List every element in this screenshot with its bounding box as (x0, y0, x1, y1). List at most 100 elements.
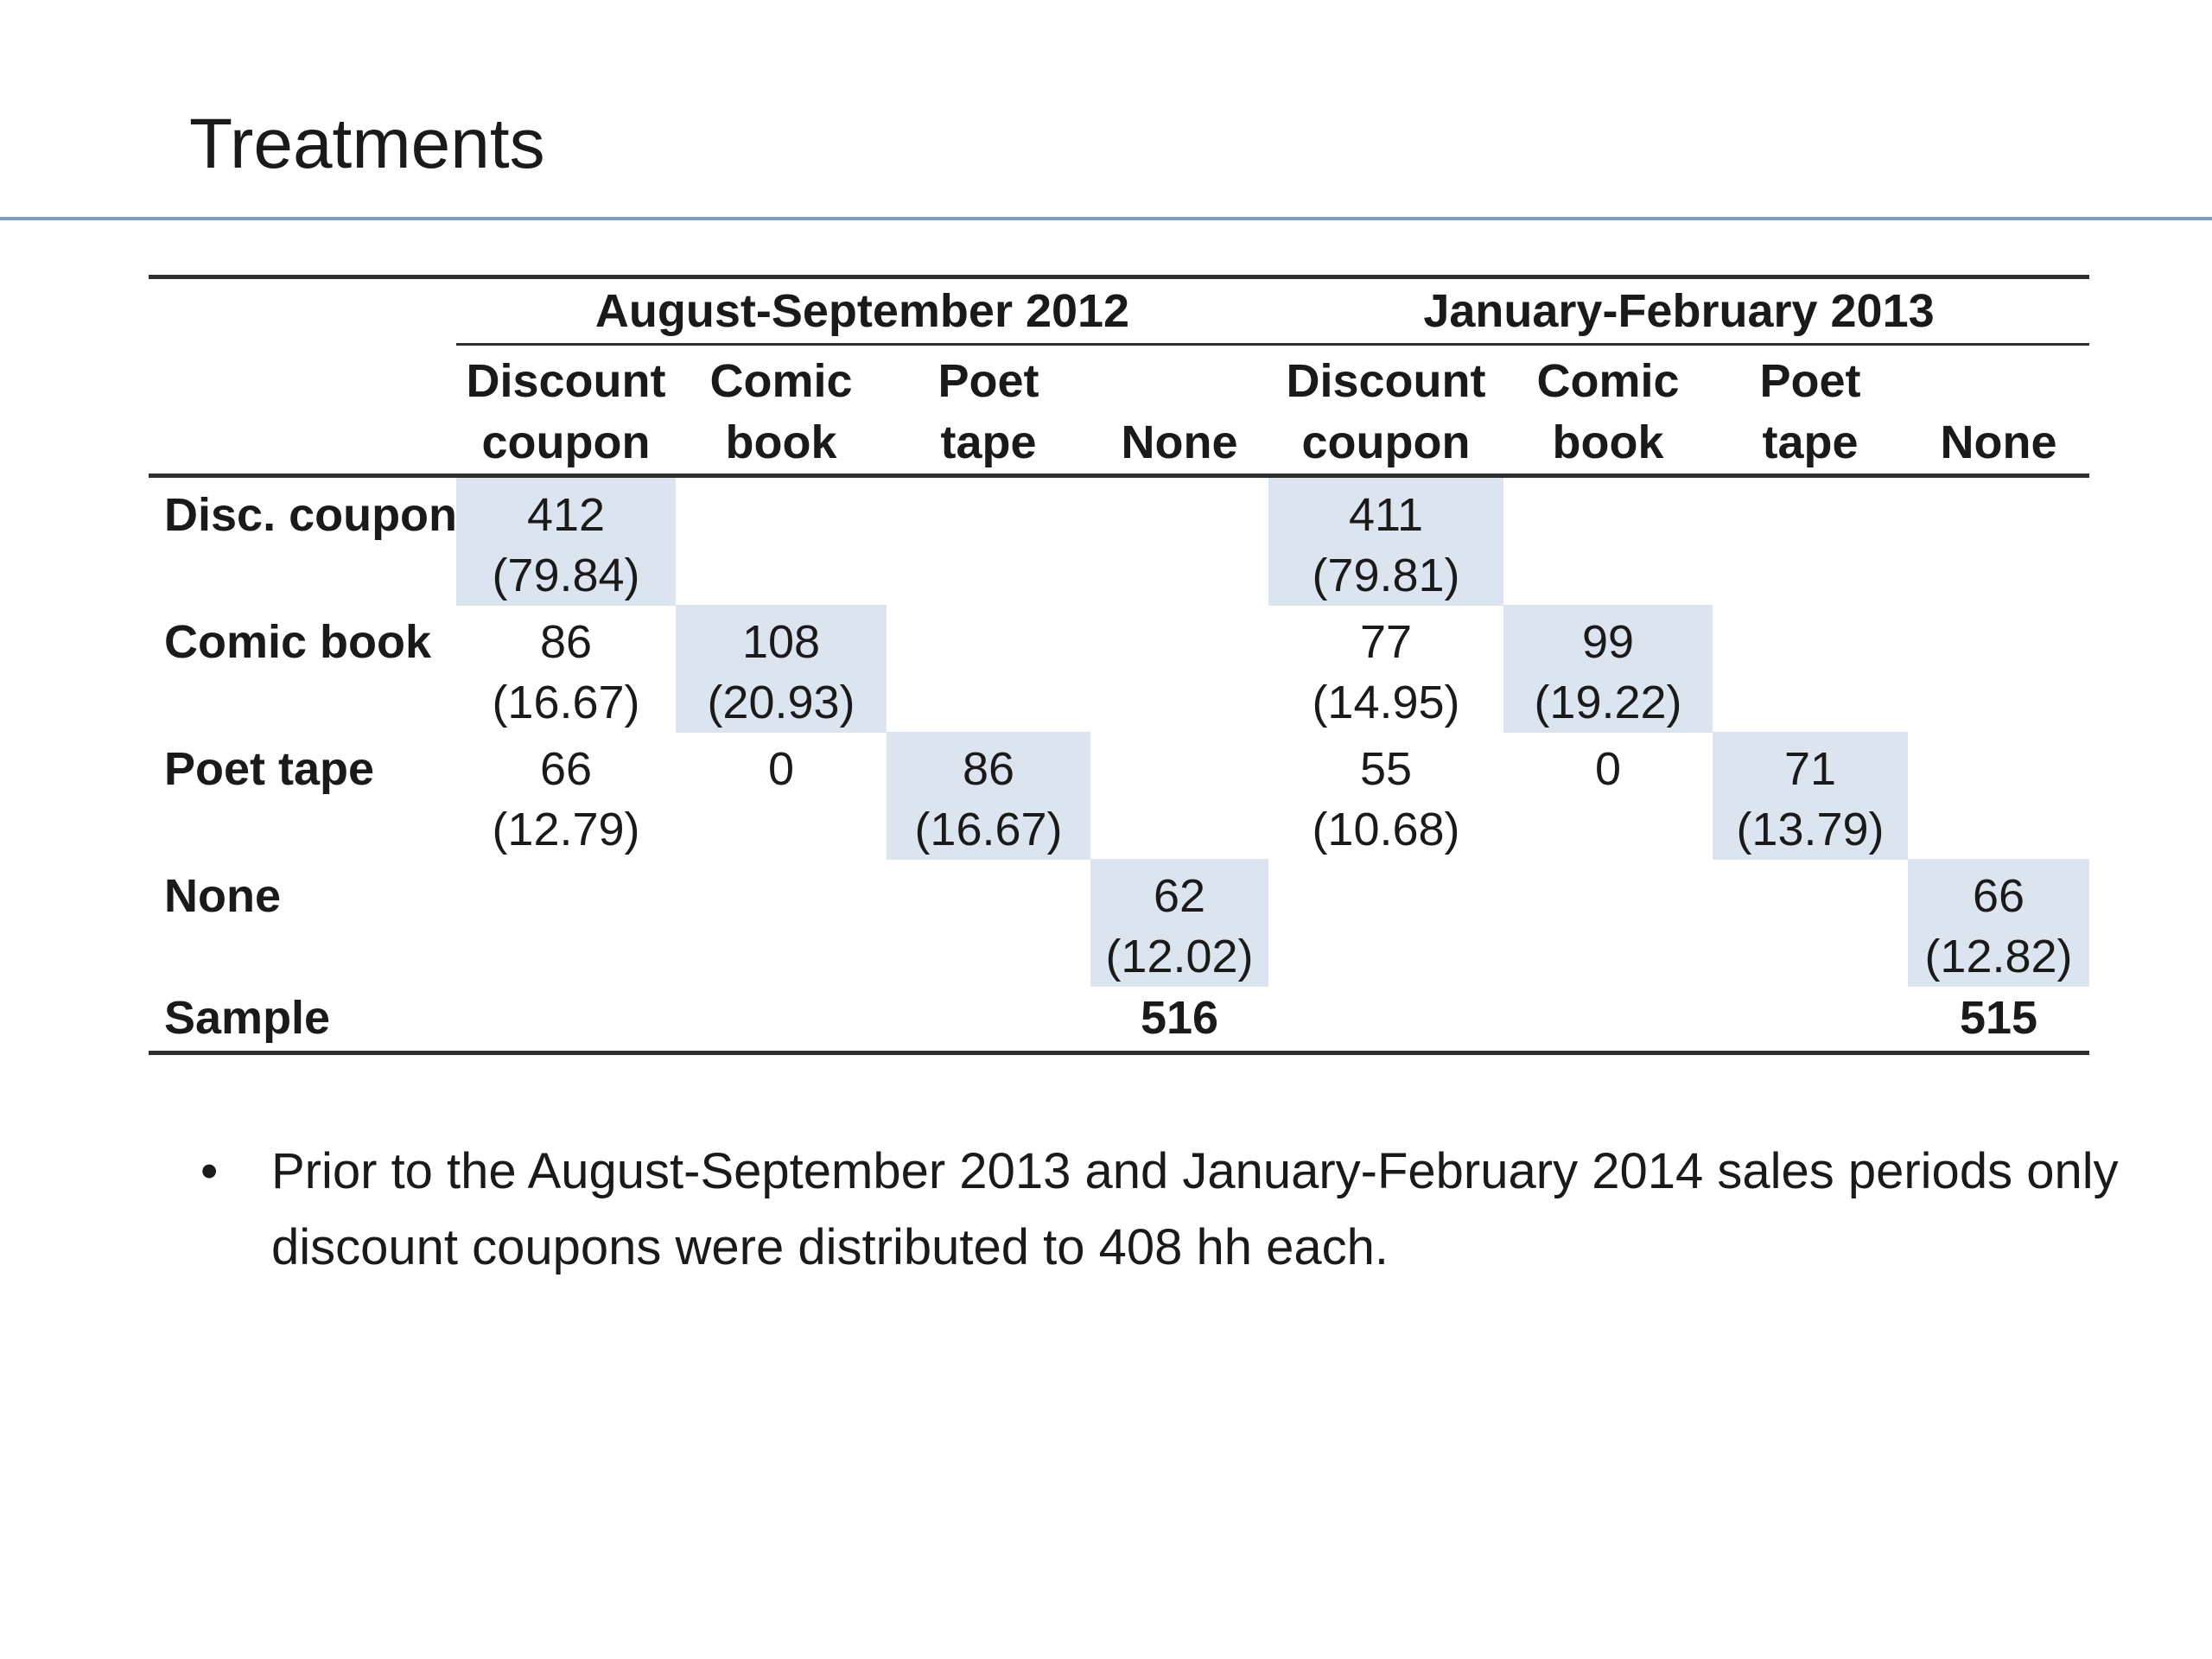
empty-cell (149, 279, 456, 346)
empty-cell (1090, 478, 1268, 606)
cell-poet-comic-aug: 0 (676, 732, 887, 860)
col-header-line (1090, 351, 1268, 412)
table-column-header-row: Discount coupon Comic book Poet tape Non… (149, 346, 2089, 478)
cell-percent: (13.79) (1736, 804, 1885, 855)
cell-sample-jan: 515 (1908, 986, 2089, 1051)
cell-percent (676, 799, 887, 860)
col-header-discount-coupon-2: Discount coupon (1268, 346, 1503, 474)
cell-value: 411 (1348, 489, 1424, 541)
col-header-line (1908, 351, 2089, 412)
cell-poet-comic-jan: 0 (1503, 732, 1713, 860)
empty-cell (1503, 859, 1713, 987)
cell-disc-coupon-aug: 412 (79.84) (456, 478, 676, 606)
bullet-text: Prior to the August-September 2013 and J… (271, 1143, 2119, 1275)
empty-cell (887, 859, 1090, 987)
page-title: Treatments (189, 105, 545, 183)
col-header-comic-book-2: Comic book (1503, 346, 1713, 474)
row-label: Poet tape (164, 743, 375, 795)
table-row-poet-tape: Poet tape 66 (12.79) 0 86 (16.67) 55 (10… (149, 732, 2089, 860)
table-row-comic-book: Comic book 86 (16.67) 108 (20.93) 77 (14… (149, 605, 2089, 733)
cell-value: 66 (1972, 870, 2025, 922)
cell-comic-comic-aug: 108 (20.93) (676, 605, 887, 733)
cell-value: 71 (1783, 743, 1837, 795)
empty-cell (887, 478, 1090, 606)
cell-poet-poet-jan: 71 (13.79) (1713, 732, 1908, 860)
empty-cell (887, 986, 1090, 1051)
empty-cell (676, 986, 887, 1051)
empty-cell (1503, 986, 1713, 1051)
cell-value: 77 (1359, 616, 1413, 668)
empty-cell (1713, 986, 1908, 1051)
empty-cell (1908, 605, 2089, 733)
cell-percent: (10.68) (1312, 804, 1460, 855)
cell-none-none-jan: 66 (12.82) (1908, 859, 2089, 987)
cell-value: 66 (539, 743, 593, 795)
col-header-line: coupon (1301, 416, 1471, 468)
cell-disc-coupon-jan: 411 (79.81) (1268, 478, 1503, 606)
cell-percent (1503, 799, 1713, 860)
empty-cell (887, 605, 1090, 733)
col-header-line: None (1121, 416, 1238, 468)
cell-value: 412 (526, 489, 606, 541)
col-header-comic-book-1: Comic book (676, 346, 887, 474)
col-header-line: coupon (481, 416, 651, 468)
cell-percent: (14.95) (1312, 677, 1460, 728)
cell-value: 86 (962, 743, 1015, 795)
empty-cell (1713, 478, 1908, 606)
empty-cell (1268, 986, 1503, 1051)
empty-cell (676, 478, 887, 606)
cell-percent: (20.93) (707, 677, 855, 728)
cell-value: 62 (1153, 870, 1206, 922)
cell-percent: (79.81) (1312, 550, 1460, 601)
bullet-item: • Prior to the August-September 2013 and… (185, 1134, 2120, 1286)
cell-value: 0 (767, 743, 795, 795)
empty-cell (456, 986, 676, 1051)
cell-value: 515 (1959, 992, 2038, 1044)
table-row-none: None 62 (12.02) 66 (12.82) (149, 859, 2089, 987)
cell-none-none-aug: 62 (12.02) (1090, 859, 1268, 987)
treatments-table: August-September 2012 January-February 2… (149, 275, 2089, 1055)
col-header-line: Poet (1759, 355, 1861, 407)
empty-cell (1090, 732, 1268, 860)
cell-comic-discount-jan: 77 (14.95) (1268, 605, 1503, 733)
empty-cell (456, 859, 676, 987)
cell-comic-discount-aug: 86 (16.67) (456, 605, 676, 733)
col-header-line: Discount (1286, 355, 1486, 407)
cell-value: 86 (539, 616, 593, 668)
row-label: Comic book (164, 616, 432, 668)
col-header-none-2: None (1908, 346, 2089, 474)
cell-percent: (79.84) (492, 550, 640, 601)
col-header-none-1: None (1090, 346, 1268, 474)
cell-percent: (12.02) (1105, 931, 1254, 982)
cell-value: 108 (741, 616, 821, 668)
table-row-sample: Sample 516 515 (149, 986, 2089, 1051)
group-header-aug-sep-2012: August-September 2012 (456, 279, 1268, 346)
cell-poet-poet-aug: 86 (16.67) (887, 732, 1090, 860)
title-accent-line (0, 217, 2212, 220)
col-header-line: Comic (709, 355, 853, 407)
col-header-line: tape (1762, 416, 1859, 468)
empty-cell (1713, 605, 1908, 733)
col-header-line: tape (940, 416, 1037, 468)
col-header-line: book (1552, 416, 1664, 468)
col-header-discount-coupon-1: Discount coupon (456, 346, 676, 474)
col-header-line: Poet (938, 355, 1039, 407)
bullet-marker: • (200, 1143, 219, 1199)
cell-value: 99 (1581, 616, 1635, 668)
empty-cell (1268, 859, 1503, 987)
empty-cell (1090, 605, 1268, 733)
col-header-line: Discount (466, 355, 666, 407)
row-label: Disc. coupon (164, 489, 458, 541)
empty-cell (676, 859, 887, 987)
cell-value: 516 (1140, 992, 1219, 1044)
empty-cell (1908, 478, 2089, 606)
empty-cell (1713, 859, 1908, 987)
row-label: None (164, 870, 281, 922)
cell-percent: (19.22) (1534, 677, 1682, 728)
col-header-line: Comic (1536, 355, 1680, 407)
col-header-line: book (725, 416, 837, 468)
cell-poet-discount-jan: 55 (10.68) (1268, 732, 1503, 860)
col-header-line: None (1940, 416, 2057, 468)
table-row-disc-coupon: Disc. coupon 412 (79.84) 411 (79.81) (149, 478, 2089, 606)
